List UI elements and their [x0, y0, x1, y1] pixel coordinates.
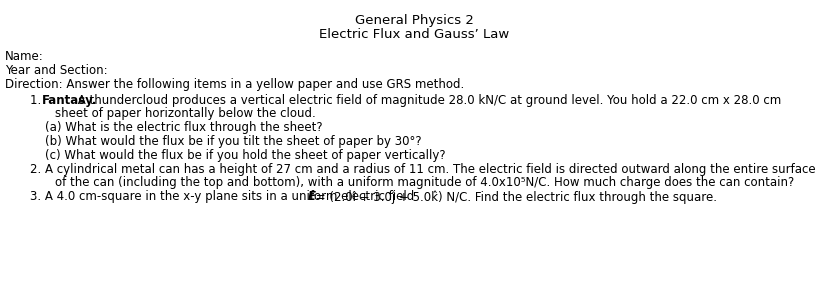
Text: 3. A 4.0 cm-square in the x-y plane sits in a uniform electric field: 3. A 4.0 cm-square in the x-y plane sits… [30, 190, 418, 203]
Text: (b) What would the flux be if you tilt the sheet of paper by 30°?: (b) What would the flux be if you tilt t… [45, 135, 421, 148]
Text: (c) What would the flux be if you hold the sheet of paper vertically?: (c) What would the flux be if you hold t… [45, 149, 445, 162]
Text: 2. A cylindrical metal can has a height of 27 cm and a radius of 11 cm. The elec: 2. A cylindrical metal can has a height … [30, 163, 815, 176]
Text: General Physics 2: General Physics 2 [354, 14, 473, 27]
Text: E: E [308, 190, 315, 203]
Text: = (2.0î + 3.0ĵ + 5.0k̂) N/C. Find the electric flux through the square.: = (2.0î + 3.0ĵ + 5.0k̂) N/C. Find the el… [312, 190, 716, 204]
Text: Electric Flux and Gauss’ Law: Electric Flux and Gauss’ Law [318, 28, 509, 41]
Text: 1.: 1. [30, 94, 45, 107]
Text: sheet of paper horizontally below the cloud.: sheet of paper horizontally below the cl… [55, 107, 315, 120]
Text: Name:: Name: [5, 50, 44, 63]
Text: Year and Section:: Year and Section: [5, 64, 108, 77]
Text: of the can (including the top and bottom), with a uniform magnitude of 4.0x10⁵N/: of the can (including the top and bottom… [55, 176, 793, 189]
Text: A thundercloud produces a vertical electric field of magnitude 28.0 kN/C at grou: A thundercloud produces a vertical elect… [74, 94, 781, 107]
Text: Fantasy.: Fantasy. [42, 94, 98, 107]
Text: Direction: Answer the following items in a yellow paper and use GRS method.: Direction: Answer the following items in… [5, 78, 464, 91]
Text: (a) What is the electric flux through the sheet?: (a) What is the electric flux through th… [45, 121, 323, 134]
